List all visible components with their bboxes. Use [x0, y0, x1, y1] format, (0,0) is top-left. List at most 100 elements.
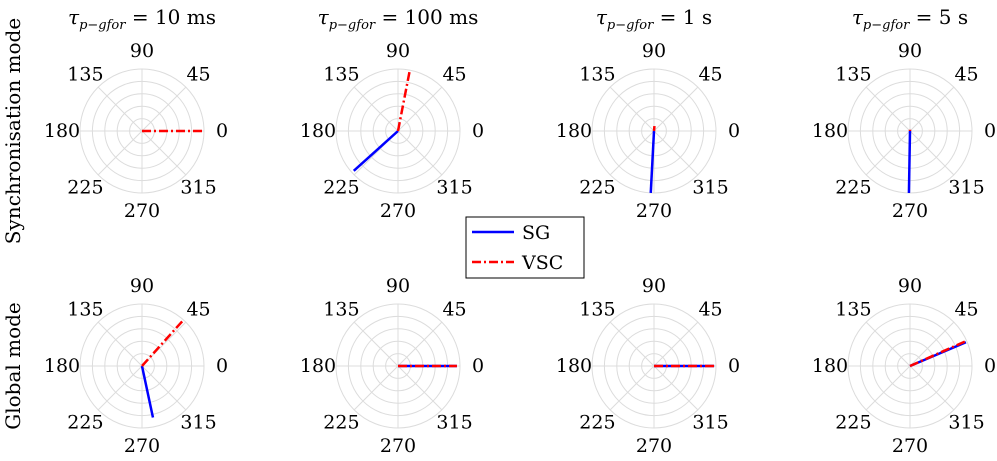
grid-spoke	[141, 321, 187, 367]
grid-spoke	[865, 321, 911, 367]
angle-label-270: 270	[124, 200, 160, 222]
grid-spoke	[865, 86, 911, 132]
angle-label-225: 225	[67, 412, 103, 434]
title-symbol: τ	[596, 5, 608, 29]
angle-label-45: 45	[698, 298, 722, 320]
legend-vsc-label: VSC	[521, 252, 563, 274]
polar-plot-2: 0 45 90 135 180 225 270 315	[300, 40, 484, 222]
angle-label-90: 90	[642, 40, 666, 62]
angle-label-135: 135	[67, 63, 103, 85]
grid-spoke	[909, 86, 955, 132]
angle-label-0: 0	[216, 355, 228, 377]
angle-label-45: 45	[442, 298, 466, 320]
angle-label-45: 45	[954, 63, 978, 85]
grid-spoke	[397, 321, 443, 367]
grid-spoke	[865, 365, 911, 411]
series-line-vsc	[141, 319, 185, 367]
row-labels: Synchronisation mode Global mode	[1, 18, 25, 430]
angle-label-45: 45	[186, 63, 210, 85]
angle-label-135: 135	[835, 63, 871, 85]
grid-spoke	[97, 365, 143, 411]
grid-spoke	[653, 365, 699, 411]
polar-plot-3: 0 45 90 135 180 225 270 315	[556, 40, 740, 222]
angle-label-315: 315	[948, 177, 984, 199]
angle-label-180: 180	[556, 355, 592, 377]
grid-spoke	[97, 321, 143, 367]
grid-spoke	[609, 130, 655, 176]
grid-spoke	[909, 365, 955, 411]
grid-spoke	[397, 86, 443, 132]
column-title-2: τp−gfor = 100 ms	[318, 5, 479, 33]
series-line-sg	[649, 130, 656, 193]
angle-label-315: 315	[948, 412, 984, 434]
angle-label-135: 135	[323, 298, 359, 320]
angle-label-90: 90	[898, 275, 922, 297]
title-value: = 100 ms	[375, 5, 478, 29]
angle-label-315: 315	[436, 177, 472, 199]
polar-plots: 0 45 90 135 180 225 270 315 0 45 90 135 180 225 270 315…	[44, 40, 996, 457]
column-title-3: τp−gfor = 1 s	[596, 5, 712, 33]
angle-label-90: 90	[386, 275, 410, 297]
grid-spoke	[609, 365, 655, 411]
title-symbol: τ	[852, 5, 864, 29]
grid-spoke	[141, 365, 187, 411]
grid-spoke	[141, 86, 187, 132]
angle-label-90: 90	[386, 40, 410, 62]
angle-label-45: 45	[442, 63, 466, 85]
legend: SG VSC	[465, 216, 585, 279]
title-symbol: τ	[68, 5, 80, 29]
grid-spoke	[397, 130, 443, 176]
polar-plot-6: 0 45 90 135 180 225 270 315	[300, 275, 484, 457]
angle-label-180: 180	[300, 120, 336, 142]
polar-plot-1: 0 45 90 135 180 225 270 315	[44, 40, 228, 222]
angle-label-0: 0	[216, 120, 228, 142]
polar-plot-4: 0 45 90 135 180 225 270 315	[812, 40, 996, 222]
angle-label-0: 0	[984, 120, 996, 142]
grid-spoke	[653, 130, 699, 176]
grid-spoke	[609, 86, 655, 132]
grid-spoke	[653, 321, 699, 367]
column-title-4: τp−gfor = 5 s	[852, 5, 968, 33]
legend-box	[465, 216, 585, 279]
angle-label-45: 45	[186, 298, 210, 320]
title-symbol: τ	[318, 5, 330, 29]
angle-label-135: 135	[579, 298, 615, 320]
angle-label-315: 315	[436, 412, 472, 434]
title-subscript: p−gfor	[607, 18, 654, 33]
title-subscript: p−gfor	[863, 18, 910, 33]
row-label-synchronisation: Synchronisation mode	[1, 18, 25, 244]
angle-label-0: 0	[728, 120, 740, 142]
angle-label-180: 180	[44, 355, 80, 377]
angle-label-270: 270	[892, 200, 928, 222]
legend-sg-label: SG	[522, 222, 550, 244]
angle-label-90: 90	[642, 275, 666, 297]
angle-label-180: 180	[300, 355, 336, 377]
angle-label-0: 0	[472, 120, 484, 142]
angle-label-135: 135	[835, 298, 871, 320]
angle-label-225: 225	[323, 177, 359, 199]
angle-label-135: 135	[67, 298, 103, 320]
angle-label-270: 270	[380, 200, 416, 222]
title-value: = 10 ms	[125, 5, 216, 29]
polar-plot-8: 0 45 90 135 180 225 270 315	[812, 275, 996, 457]
grid-spoke	[909, 321, 955, 367]
angle-label-270: 270	[636, 435, 672, 457]
row-label-global: Global mode	[1, 302, 25, 430]
series-line-vsc	[396, 69, 412, 132]
grid-spoke	[97, 130, 143, 176]
angle-label-90: 90	[130, 40, 154, 62]
angle-label-270: 270	[380, 435, 416, 457]
series-line-sg	[352, 130, 399, 172]
title-subscript: p−gfor	[329, 18, 376, 33]
angle-label-225: 225	[835, 412, 871, 434]
angle-label-90: 90	[898, 40, 922, 62]
angle-label-225: 225	[579, 412, 615, 434]
grid-spoke	[609, 321, 655, 367]
angle-label-225: 225	[323, 412, 359, 434]
polar-plot-5: 0 45 90 135 180 225 270 315	[44, 275, 228, 457]
grid-spoke	[653, 86, 699, 132]
grid-spoke	[909, 130, 955, 176]
polar-plot-7: 0 45 90 135 180 225 270 315	[556, 275, 740, 457]
angle-label-270: 270	[124, 435, 160, 457]
